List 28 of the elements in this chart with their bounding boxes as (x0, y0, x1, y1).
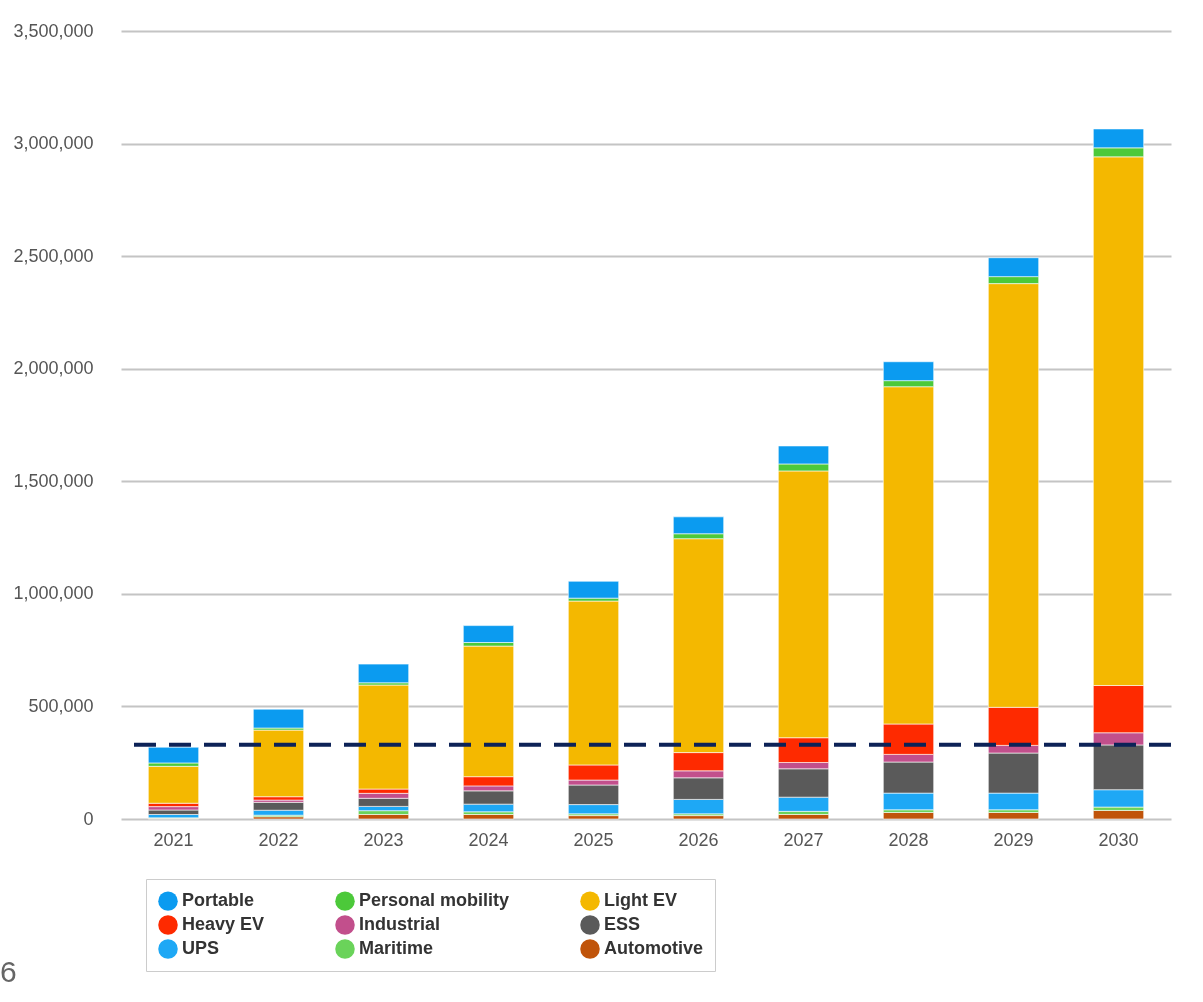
legend-label: Personal mobility (359, 890, 510, 911)
x-tick-label: 2030 (1098, 829, 1139, 850)
legend-label: Heavy EV (182, 914, 265, 934)
x-tick-label: 2029 (993, 829, 1034, 850)
y-tick-label: 3,500,000 (13, 20, 94, 41)
legend-label: Light EV (604, 890, 677, 911)
y-tick-label: 2,500,000 (13, 245, 94, 266)
x-tick-label: 2028 (888, 829, 929, 850)
x-tick-label: 2027 (783, 829, 824, 850)
y-tick-label: 500,000 (28, 695, 94, 716)
x-tick-label: 2024 (468, 829, 509, 850)
text: 6 (0, 955, 17, 989)
x-tick-label: 2025 (573, 829, 614, 850)
legend-label: Portable (182, 890, 255, 911)
y-tick-label: 3,000,000 (13, 133, 94, 154)
legend-label: Automotive (604, 938, 703, 958)
legend-label: Industrial (359, 914, 441, 934)
x-tick-label: 2022 (258, 829, 299, 850)
legend-label: UPS (182, 938, 220, 958)
x-tick-label: 2023 (363, 829, 404, 850)
y-tick-label: 1,000,000 (13, 583, 94, 604)
legend-label: Maritime (359, 938, 434, 958)
y-tick-label: 1,500,000 (13, 470, 94, 491)
y-tick-label: 0 (83, 808, 94, 829)
y-tick-label: 2,000,000 (13, 358, 94, 379)
legend-label: ESS (604, 914, 641, 934)
x-tick-label: 2026 (678, 829, 719, 850)
x-tick-label: 2021 (153, 829, 194, 850)
